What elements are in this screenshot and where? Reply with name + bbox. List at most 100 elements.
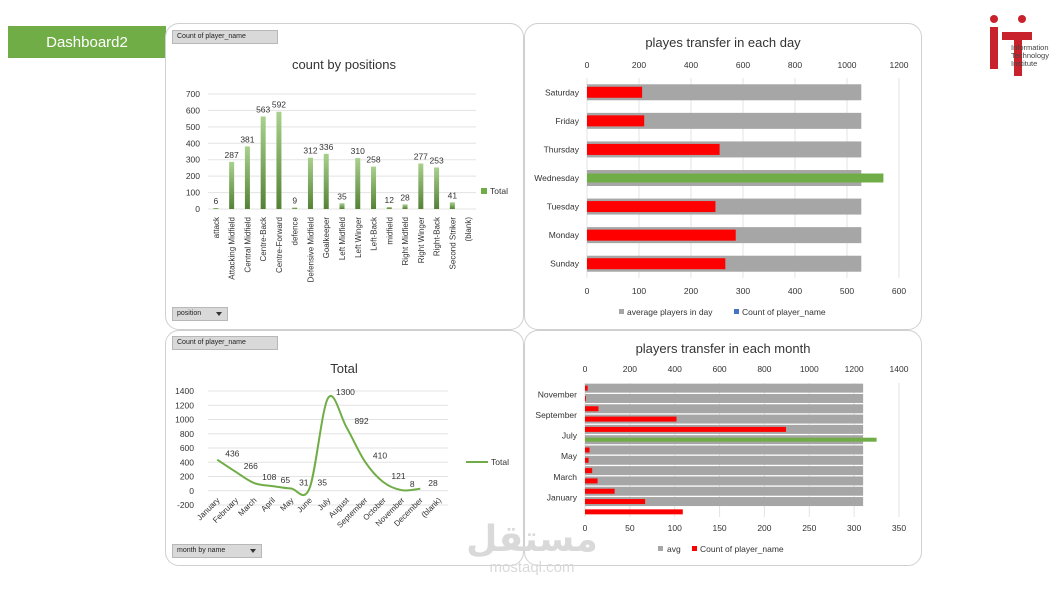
- position-axis-field-label: position: [177, 310, 202, 317]
- count-bar: [585, 499, 646, 505]
- y-tick-label: 0: [189, 486, 194, 496]
- bottom-tick-label: 600: [892, 286, 906, 296]
- series-line: [216, 395, 421, 497]
- data-label: 258: [366, 155, 380, 165]
- data-label: 35: [318, 477, 328, 487]
- x-tick-label: Goalkeeper: [322, 217, 331, 259]
- data-label: 563: [256, 105, 270, 115]
- bar: [307, 157, 313, 209]
- chart-title: players transfer in each month: [636, 341, 811, 356]
- x-tick-label: Second Striker: [448, 217, 457, 270]
- y-tick-label: 200: [186, 171, 200, 181]
- count-bar: [585, 385, 588, 391]
- y-tick-label: Wednesday: [534, 173, 579, 183]
- bottom-tick-label: 200: [684, 286, 698, 296]
- count-bar: [587, 143, 720, 155]
- data-label: 381: [240, 134, 254, 144]
- y-tick-label: 400: [186, 138, 200, 148]
- bar: [418, 163, 424, 209]
- legend-label-count: Count of player_name: [700, 544, 784, 554]
- legend-swatch-avg: [658, 546, 663, 551]
- month-axis-field-label: month by name: [177, 547, 226, 554]
- data-label: 436: [225, 449, 239, 459]
- x-tick-label: attack: [212, 216, 221, 238]
- top-tick-label: 800: [757, 364, 771, 374]
- bar: [355, 158, 361, 209]
- legend-label-avg: avg: [667, 544, 681, 554]
- legend-label: Total: [491, 457, 509, 467]
- positions-chart-panel: Count of player_name position count by p…: [165, 23, 524, 330]
- month-axis-field-button[interactable]: month by name: [172, 544, 262, 558]
- count-bar: [587, 173, 884, 183]
- y-tick-label: 800: [180, 429, 194, 439]
- logo-line-3: Institute: [1011, 59, 1038, 68]
- months-value-field-button[interactable]: Count of player_name: [172, 336, 278, 350]
- x-tick-label: Centre-Forward: [275, 217, 284, 273]
- x-tick-label: midfield: [385, 217, 394, 245]
- top-tick-label: 0: [583, 364, 588, 374]
- data-label: 266: [244, 461, 258, 471]
- y-tick-label: 300: [186, 155, 200, 165]
- bottom-tick-label: 300: [736, 286, 750, 296]
- month-bars-chart-panel: players transfer in each month 0 200 400 600…: [524, 330, 922, 566]
- bottom-tick-label: 50: [625, 523, 635, 533]
- data-label: 1300: [336, 387, 355, 397]
- avg-bar: [585, 455, 864, 465]
- data-label: 277: [414, 151, 428, 161]
- x-tick-label: Right Midfield: [401, 217, 410, 265]
- count-bar: [585, 488, 615, 494]
- chart-title: Total: [330, 361, 358, 376]
- count-bar: [585, 478, 598, 484]
- bottom-tick-label: 500: [840, 286, 854, 296]
- bar: [386, 207, 392, 209]
- data-label: 410: [373, 451, 387, 461]
- y-tick-label: March: [553, 472, 577, 482]
- data-label: 31: [299, 478, 309, 488]
- x-tick-label: March: [236, 496, 258, 518]
- data-label: 35: [337, 191, 347, 201]
- bar: [276, 111, 282, 209]
- y-tick-label: September: [535, 410, 577, 420]
- x-tick-label: Left-Back: [370, 216, 379, 251]
- top-tick-label: 0: [585, 60, 590, 70]
- days-bar-chart: playes transfer in each day 0 200 400 600 800…: [534, 35, 908, 317]
- count-bar: [585, 437, 877, 442]
- avg-bar: [585, 404, 864, 414]
- x-tick-label: Centre-Back: [259, 216, 268, 261]
- data-label: 310: [351, 146, 365, 156]
- bar: [292, 207, 298, 209]
- dashboard-tab-label: Dashboard2: [46, 33, 128, 51]
- positions-value-field-button[interactable]: Count of player_name: [172, 30, 278, 44]
- data-label: 28: [428, 478, 438, 488]
- y-tick-label: 500: [186, 122, 200, 132]
- y-tick-label: 200: [180, 472, 194, 482]
- data-label: 336: [319, 142, 333, 152]
- months-line-chart-panel: Count of player_name month by name Total…: [165, 330, 524, 566]
- top-tick-label: 1000: [800, 364, 819, 374]
- y-tick-label: 600: [186, 105, 200, 115]
- data-label: 9: [292, 196, 297, 206]
- x-tick-label: defence: [291, 216, 300, 245]
- x-tick-label: Right-Back: [433, 216, 442, 256]
- days-chart-panel: playes transfer in each day 0 200 400 600 800…: [524, 23, 922, 330]
- legend-label-avg: average players in day: [627, 307, 713, 317]
- bar: [229, 161, 235, 209]
- bottom-tick-label: 400: [788, 286, 802, 296]
- y-tick-label: 700: [186, 89, 200, 99]
- bottom-tick-label: 150: [712, 523, 726, 533]
- position-axis-field-button[interactable]: position: [172, 307, 228, 321]
- legend-swatch-count: [734, 309, 739, 314]
- logo-text: Information Technology Institute: [1011, 44, 1049, 68]
- dashboard-tab[interactable]: Dashboard2: [8, 26, 166, 58]
- y-tick-label: Thursday: [544, 144, 580, 154]
- bottom-tick-label: 300: [847, 523, 861, 533]
- y-tick-label: -200: [177, 500, 194, 510]
- data-label: 12: [385, 195, 395, 205]
- watermark-latin: mostaql.com: [489, 559, 575, 576]
- count-bar: [587, 201, 716, 213]
- data-label: 287: [225, 150, 239, 160]
- avg-bar: [585, 486, 864, 496]
- positions-bar-chart: count by positions 0 100 200 300 400 500 600 700…: [186, 57, 508, 282]
- data-label: 28: [400, 192, 410, 202]
- x-tick-label: Left Winger: [354, 217, 363, 258]
